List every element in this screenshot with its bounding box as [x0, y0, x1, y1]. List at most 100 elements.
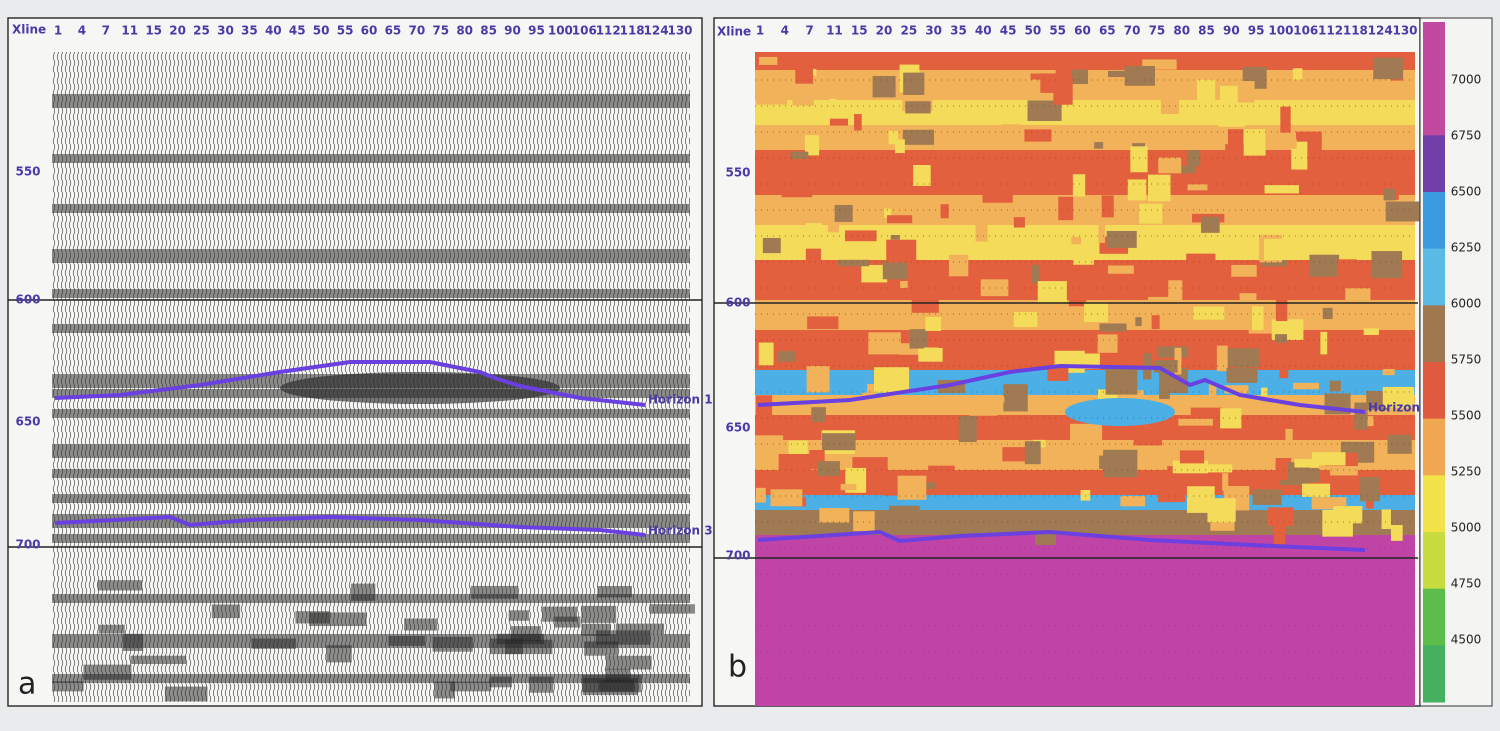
color-block [1155, 137, 1175, 149]
color-block [888, 130, 899, 145]
color-block [758, 56, 778, 65]
color-block [1142, 59, 1177, 70]
y-tick-label: 650 [725, 421, 750, 435]
color-block [1178, 418, 1213, 426]
color-block [1080, 490, 1091, 501]
seismic-wiggles [52, 52, 690, 702]
color-block [1013, 359, 1039, 367]
color-block [886, 239, 917, 263]
color-block [1319, 174, 1352, 195]
color-block [1279, 352, 1289, 379]
colorbar-label: 5250 [1451, 465, 1482, 479]
color-block [1136, 68, 1150, 81]
color-block [1292, 382, 1319, 390]
color-block [925, 316, 942, 331]
color-block [1243, 129, 1266, 156]
x-tick-label: 95 [528, 24, 545, 38]
color-block [829, 118, 849, 126]
x-tick-label: 90 [1223, 24, 1240, 38]
colorbar-label: 4500 [1451, 633, 1482, 647]
color-block [873, 367, 910, 393]
x-tick-label: 50 [313, 24, 330, 38]
x-tick-label: 112 [596, 24, 621, 38]
horizon-label: Horizon 3 [648, 524, 713, 538]
x-tick-label: 7 [805, 24, 813, 38]
color-block [861, 264, 888, 283]
color-block [1013, 217, 1025, 228]
colorbar-swatch [1423, 532, 1445, 590]
color-block [1218, 105, 1245, 127]
color-block [980, 279, 1009, 297]
color-block [1024, 129, 1052, 142]
x-tick-label: 85 [480, 24, 497, 38]
colorbar-label: 6500 [1451, 185, 1482, 199]
color-block [1147, 174, 1171, 202]
horizon-label: Horizon [1368, 401, 1420, 415]
color-block [1237, 81, 1255, 103]
color-block [1322, 307, 1333, 320]
color-block [1120, 495, 1146, 507]
color-block [1261, 387, 1268, 397]
color-block [1293, 68, 1303, 80]
color-block [1311, 452, 1346, 466]
color-block [926, 79, 948, 97]
color-block [883, 372, 890, 380]
color-block [1275, 461, 1288, 481]
color-block [1037, 281, 1067, 304]
color-block [1301, 483, 1331, 497]
color-block [1320, 331, 1328, 355]
x-tick-label: 80 [1173, 24, 1190, 38]
color-block [1070, 423, 1103, 445]
x-tick-label: 80 [456, 24, 473, 38]
colorbar-swatch [1423, 135, 1445, 193]
x-tick-label: 50 [1025, 24, 1042, 38]
color-block [1273, 517, 1286, 545]
color-block [1099, 455, 1106, 470]
color-block [1027, 109, 1036, 116]
color-block [1238, 348, 1246, 373]
x-tick-label: 40 [265, 24, 282, 38]
color-block [1226, 368, 1258, 383]
x-tick-label: 1 [54, 24, 62, 38]
colorbar-swatch [1423, 645, 1445, 703]
color-block [1061, 115, 1083, 122]
color-block [1287, 239, 1300, 255]
y-tick-label: 600 [725, 296, 750, 310]
color-block [1158, 481, 1186, 503]
color-block [928, 465, 955, 482]
color-block [905, 101, 931, 114]
x-tick-label: 20 [169, 24, 186, 38]
x-tick-label: 30 [217, 24, 234, 38]
color-block [762, 237, 781, 254]
color-block [1231, 264, 1257, 277]
x-tick-label: 11 [121, 24, 138, 38]
panel-label: b [728, 650, 747, 685]
color-block [1300, 468, 1320, 483]
color-block [1003, 384, 1028, 412]
color-block [842, 72, 851, 81]
x-tick-label: 100 [1268, 24, 1293, 38]
colorbar-swatch [1423, 305, 1445, 363]
color-block [1366, 500, 1374, 509]
x-tick-label: 20 [876, 24, 893, 38]
x-tick-label: 60 [1074, 24, 1091, 38]
color-block [778, 453, 810, 480]
colorbar-swatch [1423, 418, 1445, 476]
color-block [795, 62, 814, 84]
color-block [1055, 68, 1079, 79]
color-block [1274, 334, 1288, 343]
color-block [958, 416, 977, 443]
color-block [1371, 251, 1403, 279]
x-tick-label: 75 [1149, 24, 1166, 38]
color-block [1333, 506, 1363, 524]
x-tick-label: 130 [1392, 24, 1417, 38]
color-block [1053, 77, 1073, 105]
colorbar-label: 5750 [1451, 353, 1482, 367]
color-block [1285, 428, 1293, 441]
color-band [755, 370, 1415, 395]
axis-title: Xline [12, 23, 46, 37]
color-block [1180, 71, 1189, 88]
x-tick-label: 130 [667, 24, 692, 38]
colorbar-label: 4750 [1451, 577, 1482, 591]
color-block [1094, 142, 1104, 149]
